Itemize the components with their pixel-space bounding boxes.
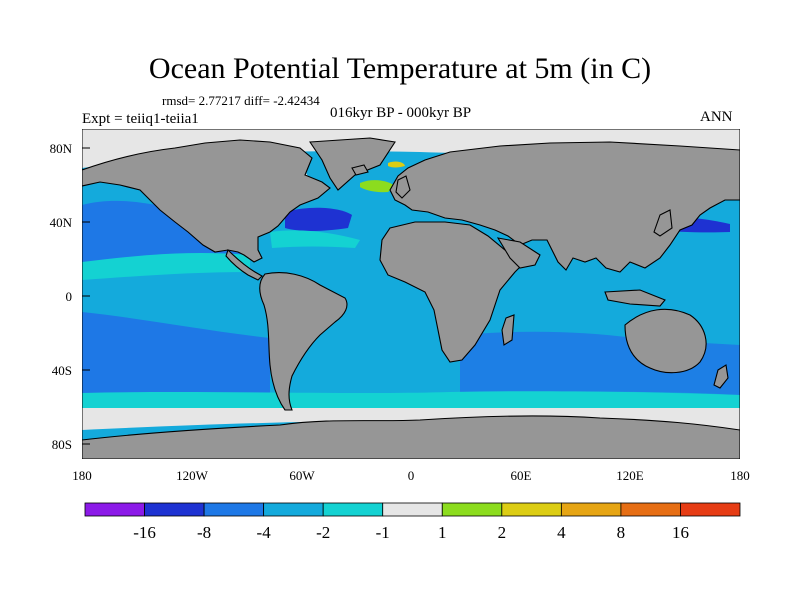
colorbar-label: -2 <box>316 523 330 542</box>
lat-tick-label: 40S <box>52 363 72 378</box>
lat-tick-label: 40N <box>50 215 73 230</box>
lon-tick-label: 120E <box>616 468 644 483</box>
madagascar <box>501 314 515 346</box>
indonesia <box>604 289 666 307</box>
colorbar-swatch <box>322 502 384 517</box>
latitude-axis: 80N 40N 0 40S 80S <box>50 141 90 452</box>
lat-tick-label: 80N <box>50 141 73 156</box>
colorbar-swatch <box>203 502 265 517</box>
colorbar-swatch <box>84 502 145 517</box>
map-plot-area <box>82 129 740 459</box>
colorbar-label: 8 <box>617 523 626 542</box>
north-pacific-cold-belt <box>82 200 250 265</box>
colorbar-label: -1 <box>376 523 390 542</box>
arctic-ice-band <box>82 129 740 168</box>
experiment-label: Expt = teiiq1-teiia1 <box>82 111 199 127</box>
lon-tick-label: 180 <box>730 468 750 483</box>
colorbar-swatch <box>144 502 205 517</box>
colorbar-swatch <box>501 502 562 517</box>
africa <box>379 221 526 363</box>
north-america <box>82 139 331 263</box>
lon-tick-label: 120W <box>176 468 209 483</box>
antarctica <box>82 415 740 459</box>
lon-tick-label: 0 <box>408 468 415 483</box>
greenland-sea-warm-spot <box>360 180 395 193</box>
lat-tick-label: 80S <box>52 437 72 452</box>
colorbar-label: 1 <box>438 523 447 542</box>
colorbar: -16 -8 -4 -2 -1 1 2 4 8 16 <box>84 502 741 542</box>
east-pacific-tropical-band <box>82 252 250 280</box>
colorbar-swatch <box>441 502 503 517</box>
period-label: 016kyr BP - 000kyr BP <box>330 105 472 121</box>
british-isles <box>395 175 411 199</box>
central-america <box>225 248 263 281</box>
colorbar-swatch <box>680 502 741 517</box>
australia <box>624 308 707 374</box>
eurasia <box>389 141 740 273</box>
southern-ocean-warm-band <box>82 391 740 410</box>
colorbar-label: 4 <box>557 523 566 542</box>
north-atlantic-cold-band <box>285 207 352 231</box>
lon-tick-label: 180 <box>72 468 92 483</box>
south-america <box>259 272 348 411</box>
greenland <box>309 137 396 191</box>
colorbar-swatch <box>382 502 443 517</box>
lon-tick-label: 60E <box>511 468 532 483</box>
land-masses <box>82 137 740 459</box>
arabia <box>496 237 541 269</box>
colorbar-label: -4 <box>257 523 272 542</box>
japan <box>653 209 673 237</box>
season-label: ANN <box>700 109 733 125</box>
lon-tick-label: 60W <box>289 468 315 483</box>
map-title: Ocean Potential Temperature at 5m (in C) <box>148 52 652 85</box>
colorbar-label: -16 <box>133 523 156 542</box>
lat-tick-label: 0 <box>66 289 73 304</box>
colorbar-swatch <box>263 502 324 517</box>
longitude-axis: 180 120W 60W 0 60E 120E 180 <box>72 468 750 483</box>
gulf-warm-band <box>270 230 360 248</box>
new-zealand <box>713 364 729 389</box>
iceland <box>351 164 369 176</box>
colorbar-label: 16 <box>672 523 689 542</box>
south-pacific-cold-belt <box>82 312 270 395</box>
colorbar-swatch <box>560 502 622 517</box>
stats-label: rmsd= 2.77217 diff= -2.42434 <box>162 93 320 108</box>
barents-warm-spot <box>388 161 405 168</box>
colorbar-swatch <box>620 502 681 517</box>
colorbar-label: -8 <box>197 523 211 542</box>
colorbar-label: 2 <box>498 523 507 542</box>
